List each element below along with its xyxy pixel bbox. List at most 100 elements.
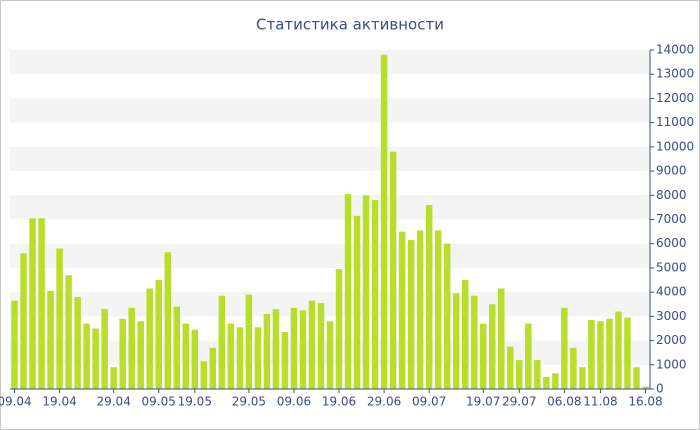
- x-tick-label: 29.04: [96, 395, 130, 409]
- bar: [561, 307, 568, 389]
- bar: [245, 294, 253, 389]
- bar: [597, 321, 604, 389]
- x-tick-label: 29.07: [502, 395, 536, 409]
- bar: [92, 328, 99, 389]
- bar: [119, 318, 126, 389]
- bar: [101, 309, 108, 389]
- bar: [416, 230, 424, 389]
- x-tick-label: 09.05: [142, 395, 176, 409]
- bar: [326, 321, 334, 389]
- bar: [209, 347, 217, 389]
- bar: [227, 323, 235, 389]
- x-tick-label: 06.08: [547, 395, 581, 409]
- grid-band: [10, 292, 650, 317]
- bar: [588, 319, 595, 389]
- bar: [74, 296, 81, 389]
- bar: [452, 293, 460, 389]
- bar: [308, 300, 316, 389]
- bar: [552, 373, 559, 389]
- x-tick-label: 19.05: [178, 395, 212, 409]
- bar: [606, 318, 613, 389]
- bar: [507, 346, 514, 389]
- x-tick-label: 29.06: [367, 395, 401, 409]
- x-tick-label: 19.07: [466, 395, 500, 409]
- bar: [299, 310, 307, 389]
- bar: [128, 307, 135, 389]
- bar: [83, 323, 90, 389]
- y-tick-label: 3000: [656, 309, 687, 323]
- bar: [65, 275, 72, 389]
- x-tick-label: 19.04: [42, 395, 76, 409]
- grid-band: [10, 146, 650, 172]
- x-tick-label: 11.08: [583, 395, 617, 409]
- bar: [443, 243, 451, 389]
- bar: [516, 359, 523, 389]
- x-tick-label: 09.04: [0, 395, 32, 409]
- bar: [263, 313, 271, 389]
- y-tick-label: 4000: [656, 285, 687, 299]
- bar: [579, 367, 586, 389]
- x-tick-label: 09.07: [412, 395, 446, 409]
- y-tick-label: 13000: [656, 67, 694, 81]
- y-tick-label: 7000: [656, 212, 687, 226]
- bar: [29, 218, 36, 389]
- y-tick-label: 0: [656, 382, 664, 396]
- bar: [47, 290, 54, 389]
- bar: [434, 230, 442, 389]
- bar: [470, 295, 478, 389]
- bar: [489, 304, 496, 389]
- bar: [236, 327, 244, 389]
- grid-band: [10, 50, 650, 75]
- y-tick-label: 6000: [656, 236, 687, 250]
- chart-title: Статистика активности: [256, 16, 444, 34]
- bar: [272, 309, 280, 389]
- y-tick-label: 2000: [656, 333, 687, 347]
- bar: [20, 253, 27, 389]
- bar: [200, 361, 208, 389]
- bar: [110, 367, 117, 389]
- x-tick-label: 29.05: [232, 395, 266, 409]
- bar: [398, 231, 406, 389]
- bar: [155, 280, 162, 389]
- grid-band: [10, 243, 650, 268]
- y-tick-label: 10000: [656, 139, 694, 153]
- y-tick-label: 11000: [656, 115, 694, 129]
- bar: [479, 323, 487, 389]
- bar: [164, 252, 171, 389]
- grid-band: [10, 98, 650, 123]
- bar: [11, 300, 18, 389]
- y-tick-label: 8000: [656, 188, 687, 202]
- bar: [425, 204, 433, 389]
- x-tick-label: 09.06: [277, 395, 311, 409]
- bar: [146, 288, 153, 389]
- y-tick-label: 14000: [656, 43, 694, 57]
- bar: [56, 248, 63, 389]
- bar: [344, 194, 352, 389]
- bar: [335, 269, 343, 389]
- bar: [371, 200, 379, 389]
- bar: [407, 240, 415, 389]
- bar: [362, 195, 370, 389]
- y-tick-label: 5000: [656, 260, 687, 274]
- bar: [191, 329, 199, 389]
- bar: [218, 295, 226, 389]
- bar: [534, 359, 541, 389]
- y-tick-label: 1000: [656, 357, 687, 371]
- bar: [290, 307, 298, 389]
- bar: [543, 376, 550, 389]
- bar: [173, 306, 181, 389]
- bar: [182, 323, 190, 389]
- bar: [380, 54, 388, 389]
- bar: [624, 317, 631, 389]
- x-tick-label: 16.08: [628, 395, 662, 409]
- bar: [353, 215, 361, 389]
- bar: [615, 311, 622, 389]
- bar: [525, 323, 532, 389]
- x-tick-label: 19.06: [322, 395, 356, 409]
- bar: [633, 367, 640, 389]
- bar: [254, 327, 262, 389]
- bar: [642, 386, 649, 389]
- y-tick-label: 12000: [656, 91, 694, 105]
- grid-band: [10, 195, 650, 220]
